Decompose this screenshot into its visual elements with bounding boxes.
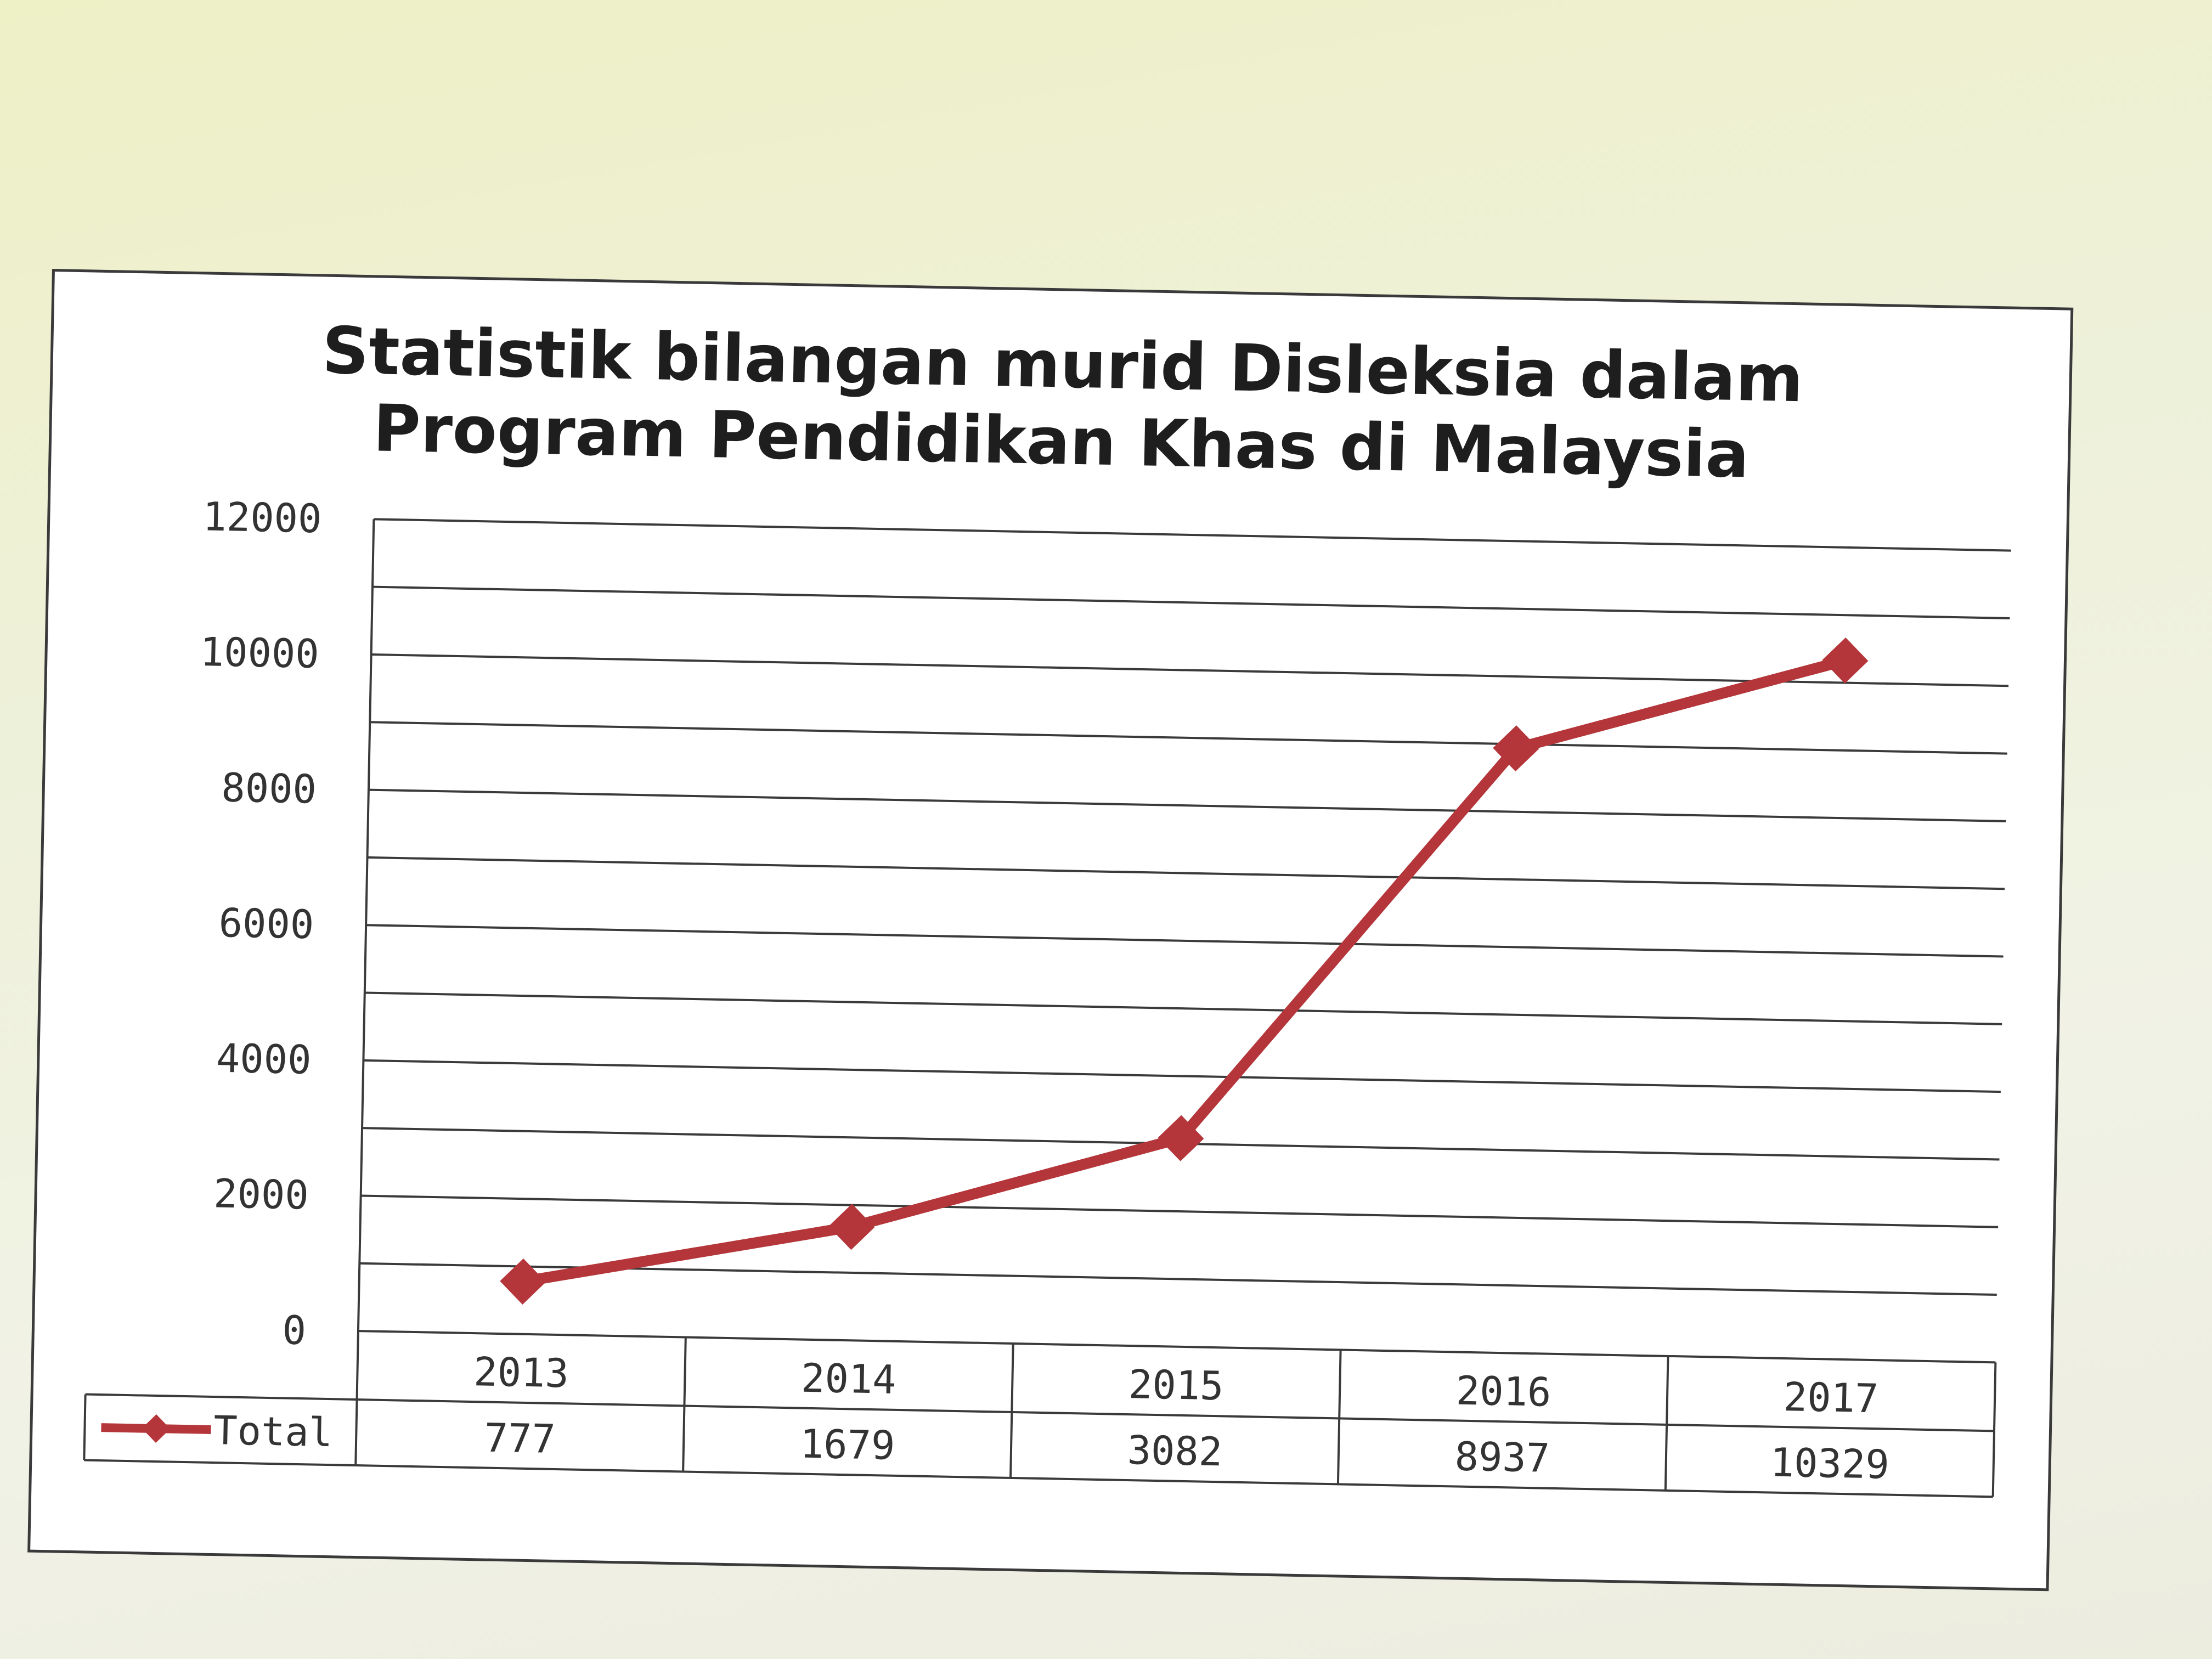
data-point-marker [1493,725,1539,772]
x-category-label: 2017 [1783,1374,1879,1421]
series-line-total [517,654,1851,1287]
y-tick-label: 0 [282,1307,307,1353]
y-tick-label: 12000 [202,493,322,541]
legend-label: Total [213,1407,333,1455]
gridline [371,653,2009,687]
axis-layer: 0 2000 4000 6000 8000 10000 12000 [200,493,375,1466]
y-axis-line [354,519,375,1466]
table-value-label: 1679 [799,1421,895,1469]
data-point-marker [1822,637,1869,684]
table-border-left [83,1394,87,1460]
x-category-label: 2015 [1128,1361,1224,1409]
grid-layer [359,518,2011,1296]
table-border-right [1991,1362,1997,1497]
table-column-divider [1336,1350,1342,1485]
table-value-label: 777 [484,1415,556,1462]
y-tick-label: 8000 [221,764,317,812]
table-column-divider [1009,1343,1014,1478]
gridline [363,1059,2001,1093]
series-layer [500,637,1869,1305]
x-category-label: 2016 [1455,1368,1551,1415]
table-border-bottom [84,1459,1993,1498]
gridline [372,585,2010,619]
gridline [366,924,2004,958]
legend-marker-swatch [142,1414,171,1443]
y-tick-label: 2000 [213,1170,309,1218]
data-table: 2013 2014 2015 2016 2017 777 1679 3082 8937 10329… [83,1330,1997,1498]
gridline [367,856,2005,890]
gridline [360,1194,1999,1228]
table-border-middle [85,1393,1995,1432]
table-value-label: 3082 [1127,1427,1223,1475]
data-point-marker [828,1204,875,1250]
gridline [370,721,2007,755]
chart-frame: Statistik bilangan murid Disleksia dalam… [27,269,2074,1592]
x-category-label: 2013 [473,1348,569,1396]
chart-title: Statistik bilangan murid Disleksia dalam… [321,312,1804,492]
line-chart: Statistik bilangan murid Disleksia dalam… [83,312,2011,1498]
gridline [374,518,2011,552]
table-value-label: 8937 [1454,1433,1550,1481]
table-column-divider [682,1337,687,1472]
y-tick-label: 10000 [200,629,319,677]
gridline [364,991,2002,1025]
table-column-divider [1664,1356,1669,1491]
y-tick-label: 4000 [216,1035,312,1083]
data-point-marker [500,1258,546,1305]
y-tick-label: 6000 [218,900,314,947]
x-category-label: 2014 [800,1355,896,1403]
table-value-label: 10329 [1770,1440,1889,1488]
table-border-top [358,1330,1996,1364]
gridline [368,788,2006,822]
data-point-marker [1158,1115,1204,1161]
